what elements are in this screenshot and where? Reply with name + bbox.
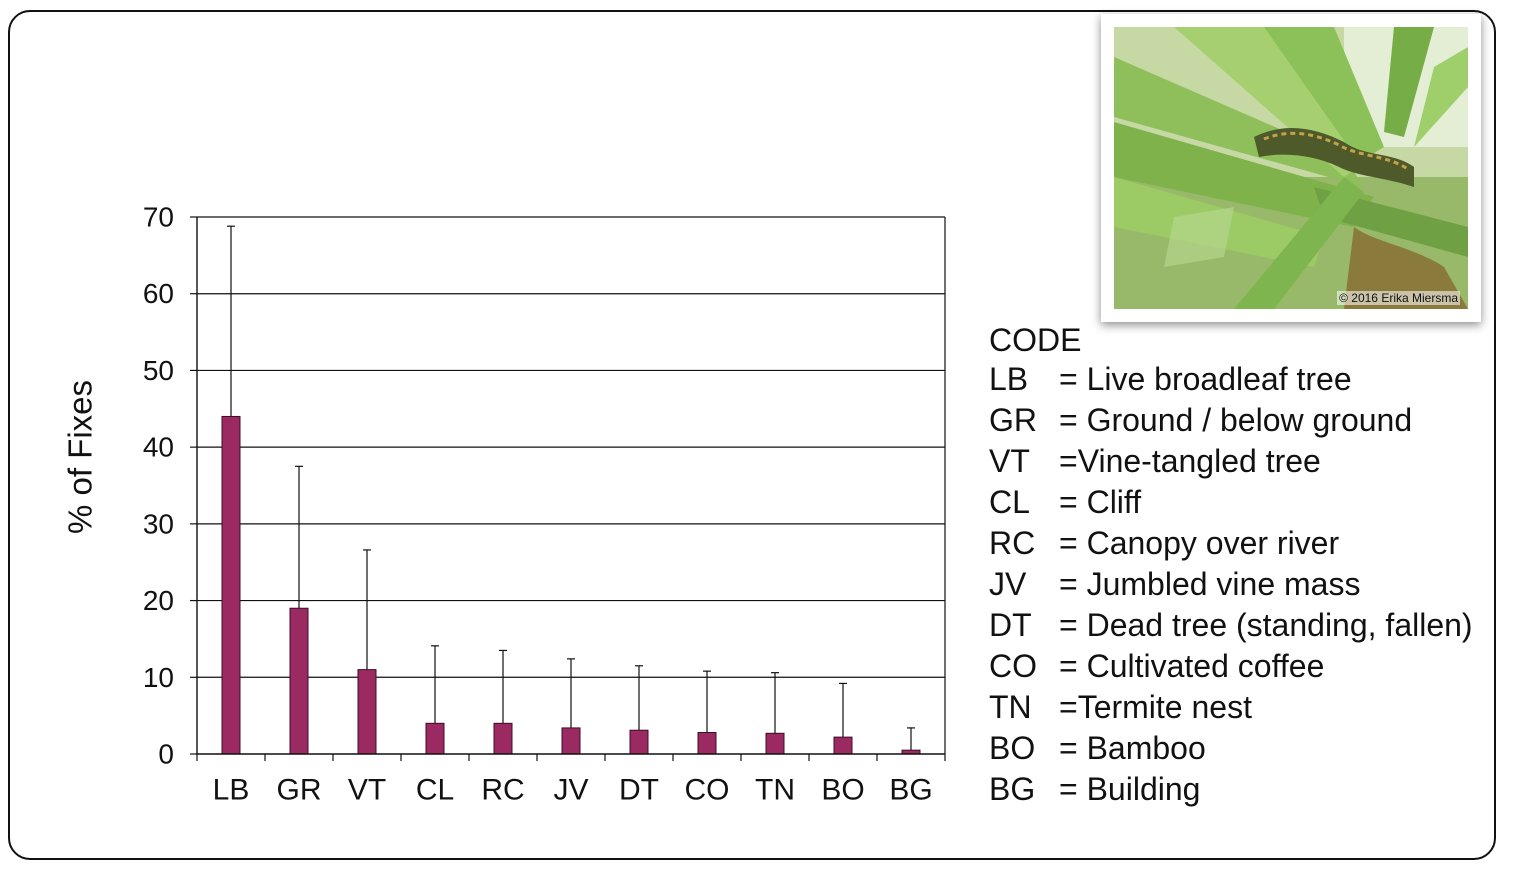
code-legend: CODE LB = Live broadleaf tree GR = Ground /… (989, 318, 1473, 810)
legend-title: CODE (989, 322, 1082, 358)
y-tick-label: 0 (158, 739, 174, 770)
bar-lb (221, 415, 241, 755)
y-tick-label: 70 (143, 202, 174, 233)
y-tick-label: 50 (143, 355, 174, 386)
legend-row-rc: RC = Canopy over river (989, 523, 1339, 564)
legend-description: = Jumbled vine mass (1059, 566, 1361, 602)
x-tick-label-rc: RC (481, 774, 524, 807)
x-tick-label-co: CO (685, 774, 730, 807)
legend-code: VT (989, 443, 1030, 479)
y-tick-label: 10 (143, 662, 174, 693)
legend-row-tn: TN =Termite nest (989, 687, 1252, 728)
photo-frame: © 2016 Erika Miersma (1101, 14, 1481, 322)
legend-code: DT (989, 607, 1032, 643)
legend-description: = Cultivated coffee (1059, 648, 1325, 684)
legend-code: GR (989, 402, 1037, 438)
y-axis-label: % of Fixes (62, 380, 99, 534)
legend-row-vt: VT =Vine-tangled tree (989, 441, 1321, 482)
bar-vt (357, 669, 377, 755)
legend-row-dt: DT = Dead tree (standing, fallen) (989, 605, 1473, 646)
legend-row-gr: GR = Ground / below ground (989, 400, 1412, 441)
legend-code: CL (989, 484, 1030, 520)
chart-grid (197, 216, 946, 754)
bar-chart: 0 10 20 30 40 50 60 70 LB GR VT CL RC JV DT CO TN BO BG %… (62, 202, 946, 807)
legend-row-bg: BG = Building (989, 769, 1200, 810)
legend-code: JV (989, 566, 1027, 602)
x-tick-label-bg: BG (889, 774, 932, 807)
y-tick-label: 60 (143, 278, 174, 309)
x-tick-label-dt: DT (619, 774, 659, 807)
legend-row-co: CO = Cultivated coffee (989, 646, 1324, 687)
y-tick-label: 20 (143, 585, 174, 616)
y-tick-labels: 0 10 20 30 40 50 60 70 (143, 202, 174, 770)
bar-bo (833, 736, 853, 755)
y-tick-label: 30 (143, 508, 174, 539)
legend-description: =Vine-tangled tree (1059, 443, 1321, 479)
legend-row-bo: BO = Bamboo (989, 728, 1206, 769)
x-tick-label-tn: TN (755, 774, 795, 807)
leaf-illustration (1114, 27, 1468, 309)
bar-tn (765, 732, 785, 755)
legend-description: = Ground / below ground (1059, 402, 1413, 438)
legend-description: = Cliff (1059, 484, 1142, 520)
x-tick-labels: LB GR VT CL RC JV DT CO TN BO BG (213, 774, 933, 807)
legend-description: = Dead tree (standing, fallen) (1059, 607, 1473, 643)
legend-row-lb: LB = Live broadleaf tree (989, 359, 1352, 400)
y-tick-label: 40 (143, 432, 174, 463)
legend-description: = Live broadleaf tree (1059, 361, 1352, 397)
bar-rc (493, 722, 513, 755)
x-tick-label-jv: JV (553, 774, 588, 807)
legend-row-jv: JV = Jumbled vine mass (989, 564, 1360, 605)
bar-dt (629, 729, 649, 755)
legend-code: CO (989, 648, 1037, 684)
bar-cl (425, 722, 445, 755)
legend-code: TN (989, 689, 1032, 725)
legend-description: = Canopy over river (1059, 525, 1340, 561)
x-tick-label-bo: BO (821, 774, 864, 807)
photo-credit: © 2016 Erika Miersma (1337, 291, 1460, 305)
x-tick-label-gr: GR (277, 774, 322, 807)
chart-axes (190, 216, 946, 761)
legend-code: BO (989, 730, 1036, 766)
legend-code: BG (989, 771, 1036, 807)
x-tick-label-cl: CL (416, 774, 454, 807)
legend-description: = Bamboo (1059, 730, 1206, 766)
chart-bars (221, 415, 921, 755)
legend-code: RC (989, 525, 1036, 561)
bar-gr (289, 607, 309, 755)
x-tick-label-lb: LB (213, 774, 250, 807)
legend-code: LB (989, 361, 1029, 397)
legend-row-cl: CL = Cliff (989, 482, 1141, 523)
bar-jv (561, 727, 581, 755)
error-bars (227, 225, 915, 751)
snake-photo: © 2016 Erika Miersma (1114, 27, 1468, 309)
legend-description: =Termite nest (1059, 689, 1252, 725)
bar-co (697, 732, 717, 755)
x-tick-label-vt: VT (348, 774, 386, 807)
legend-description: = Building (1059, 771, 1201, 807)
